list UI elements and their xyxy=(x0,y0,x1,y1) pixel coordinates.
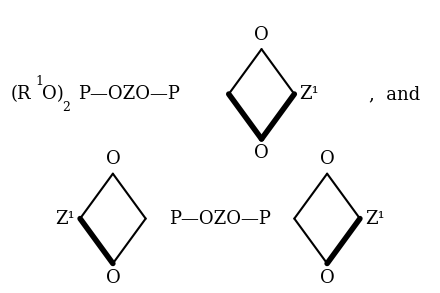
Text: (R: (R xyxy=(10,85,31,103)
Text: ,  and: , and xyxy=(369,85,420,103)
Text: O: O xyxy=(106,151,120,168)
Text: O: O xyxy=(254,26,269,44)
Text: Z¹: Z¹ xyxy=(300,85,319,103)
Text: Z¹: Z¹ xyxy=(365,209,385,228)
Text: O: O xyxy=(106,269,120,287)
Text: 2: 2 xyxy=(62,100,70,114)
Text: 1: 1 xyxy=(36,74,44,88)
Text: O: O xyxy=(320,151,334,168)
Text: O: O xyxy=(320,269,334,287)
Text: P—OZO—P: P—OZO—P xyxy=(169,209,271,228)
Text: Z¹: Z¹ xyxy=(55,209,75,228)
Text: O: O xyxy=(254,144,269,162)
Text: O): O) xyxy=(42,85,64,103)
Text: P—OZO—P: P—OZO—P xyxy=(78,85,180,103)
